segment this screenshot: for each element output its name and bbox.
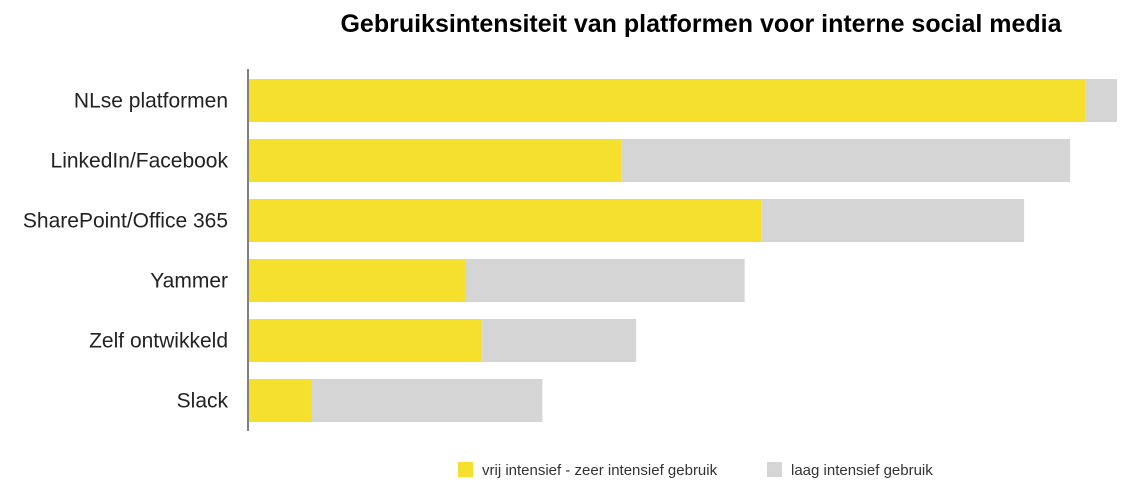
bar-sharepoint-office-365-series-2 [761, 199, 1025, 242]
legend: vrij intensief - zeer intensief gebruik l… [458, 462, 933, 479]
bar-slack-series-1 [249, 379, 312, 422]
bar-nlse-platformen-series-2 [1085, 79, 1117, 122]
category-label-sharepoint-office-365: SharePoint/Office 365 [23, 210, 228, 233]
bar-nlse-platformen-series-1 [249, 79, 1086, 122]
bar-yammer-series-2 [466, 259, 745, 302]
category-label-yammer: Yammer [150, 270, 228, 293]
category-label-linkedin-facebook: LinkedIn/Facebook [51, 150, 229, 173]
legend-swatch-series-1 [458, 462, 473, 477]
bar-zelf-ontwikkeld-series-2 [481, 319, 637, 362]
category-labels: NLse platformen LinkedIn/Facebook SharePoi… [23, 90, 229, 413]
bar-slack-series-2 [311, 379, 543, 422]
category-label-zelf-ontwikkeld: Zelf ontwikkeld [89, 330, 228, 353]
bar-linkedin-facebook-series-2 [621, 139, 1071, 182]
bar-yammer-series-1 [249, 259, 466, 302]
legend-label-series-1: vrij intensief - zeer intensief gebruik [482, 462, 718, 479]
bar-zelf-ontwikkeld-series-1 [249, 319, 482, 362]
legend-swatch-series-2 [767, 462, 782, 477]
category-label-slack: Slack [177, 390, 229, 413]
bars-group [249, 79, 1117, 422]
legend-label-series-2: laag intensief gebruik [791, 462, 933, 479]
bar-linkedin-facebook-series-1 [249, 139, 622, 182]
bar-sharepoint-office-365-series-1 [249, 199, 762, 242]
chart-title: Gebruiksintensiteit van platformen voor … [340, 10, 1062, 38]
category-label-nlse-platformen: NLse platformen [74, 90, 228, 113]
